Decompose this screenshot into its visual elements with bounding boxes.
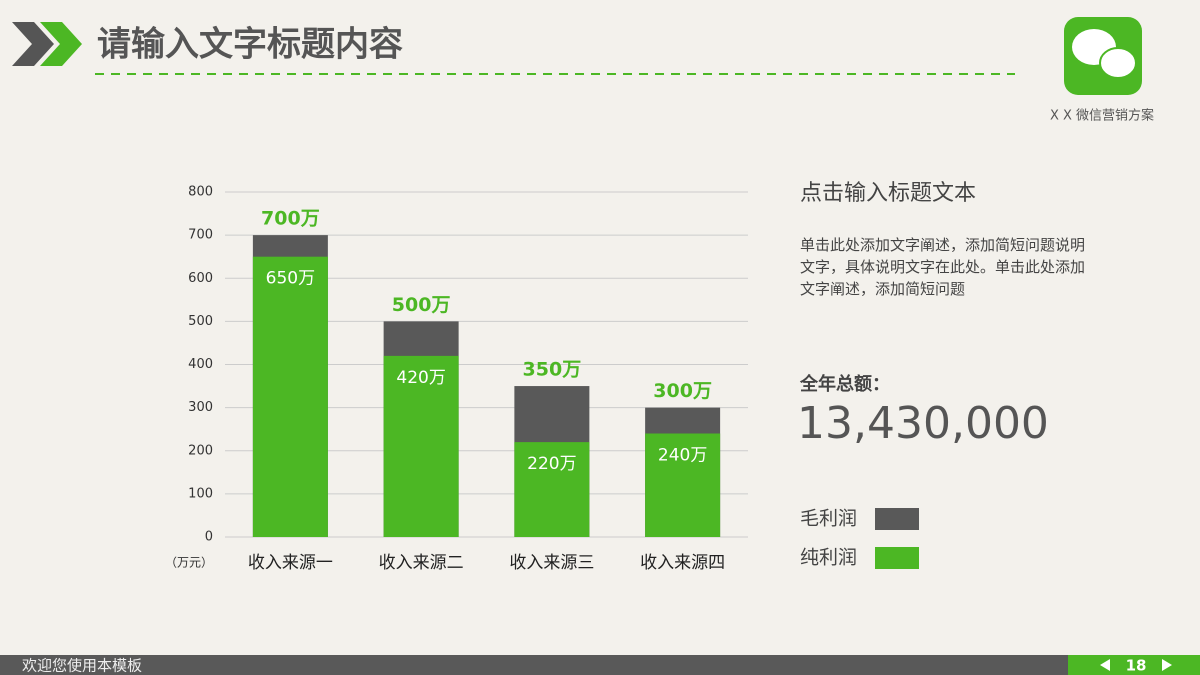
bar <box>645 433 721 537</box>
total-value: 13,430,000 <box>797 398 1049 449</box>
sidebar-body: 单击此处添加文字阐述，添加简短问题说明文字，具体说明文字在此处。单击此处添加文字… <box>800 236 1086 298</box>
y-tick-label: 800 <box>188 185 213 200</box>
title: 请输入文字标题内容 <box>97 25 403 65</box>
value-label: 650万 <box>266 269 315 289</box>
page-box <box>1068 655 1200 675</box>
x-tick-label: 收入来源四 <box>640 553 725 573</box>
x-tick-label: 收入来源三 <box>509 553 594 573</box>
y-tick-label: 200 <box>188 443 213 458</box>
bar <box>514 442 590 537</box>
legend-label: 纯利润 <box>800 547 857 569</box>
bar <box>252 256 328 537</box>
sidebar-title: 点击输入标题文本 <box>800 181 976 206</box>
legend-swatch <box>875 508 919 530</box>
value-label: 420万 <box>396 368 445 388</box>
value-label: 240万 <box>658 446 707 466</box>
next-arrow[interactable] <box>1162 659 1172 671</box>
value-label: 500万 <box>392 294 451 316</box>
y-tick-label: 300 <box>188 400 213 415</box>
legend-label: 毛利润 <box>800 508 857 530</box>
y-tick-label: 0 <box>205 530 213 545</box>
bar <box>383 355 459 537</box>
legend-swatch <box>875 547 919 569</box>
value-label: 700万 <box>261 208 320 230</box>
total-label: 全年总额： <box>799 373 890 395</box>
footer-bar <box>0 655 1200 675</box>
y-tick-label: 500 <box>188 314 213 329</box>
logo-bubble <box>1099 47 1137 79</box>
page-number: 18 <box>1126 657 1147 675</box>
y-tick-label: 700 <box>188 228 213 243</box>
value-label: 300万 <box>653 380 712 402</box>
x-tick-label: 收入来源一 <box>248 553 333 573</box>
chevron <box>12 22 54 66</box>
y-tick-label: 600 <box>188 271 213 286</box>
y-tick-label: 100 <box>188 486 213 501</box>
footer-text: 欢迎您使用本模板 <box>22 657 142 675</box>
unit-label: （万元） <box>165 556 213 570</box>
value-label: 350万 <box>523 359 582 381</box>
value-label: 220万 <box>527 454 576 474</box>
chevron <box>40 22 82 66</box>
brand: X X 微信营销方案 <box>1050 108 1154 124</box>
y-tick-label: 400 <box>188 357 213 372</box>
prev-arrow[interactable] <box>1100 659 1110 671</box>
x-tick-label: 收入来源二 <box>379 553 464 573</box>
